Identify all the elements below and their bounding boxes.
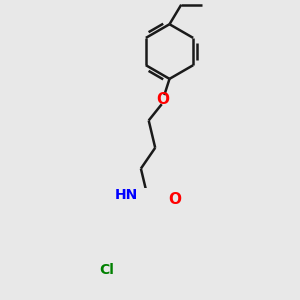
Text: O: O bbox=[157, 92, 169, 107]
Text: Cl: Cl bbox=[100, 263, 115, 277]
Text: O: O bbox=[168, 192, 181, 207]
Text: HN: HN bbox=[115, 188, 138, 202]
